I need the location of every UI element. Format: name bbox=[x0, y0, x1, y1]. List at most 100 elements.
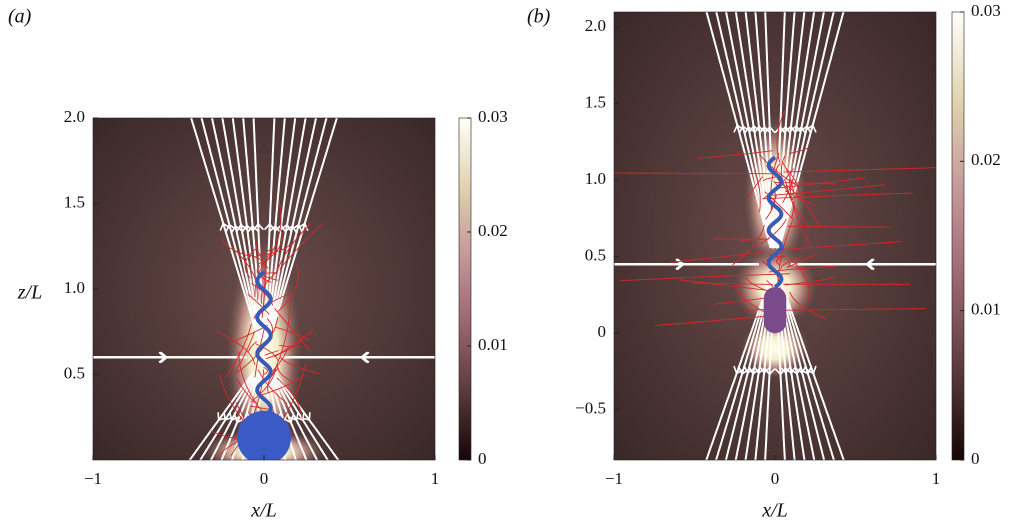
streamline-arrow bbox=[738, 366, 749, 376]
filament bbox=[276, 377, 303, 419]
streamline-arrow bbox=[733, 365, 744, 375]
filament bbox=[762, 192, 913, 200]
streamline-arrow bbox=[753, 366, 765, 375]
filament bbox=[762, 260, 767, 266]
filament bbox=[732, 224, 765, 266]
streamline-arrow bbox=[269, 224, 281, 233]
colorbar-tick-label: 0.01 bbox=[478, 335, 508, 354]
filament bbox=[231, 246, 259, 301]
filament bbox=[778, 177, 866, 189]
filament bbox=[255, 248, 274, 259]
filament bbox=[764, 191, 795, 221]
x-tick-label: 1 bbox=[431, 469, 440, 488]
filament bbox=[614, 172, 777, 175]
streamline-arrow bbox=[359, 351, 368, 364]
streamline-arrow bbox=[301, 412, 311, 422]
filament bbox=[267, 367, 279, 394]
flagellum bbox=[766, 155, 784, 289]
streamline-arrow bbox=[288, 412, 299, 422]
filament bbox=[247, 254, 262, 265]
streamline-arrow bbox=[738, 124, 750, 134]
filament bbox=[785, 167, 802, 197]
streamline-arrow bbox=[759, 125, 771, 134]
filament bbox=[776, 109, 786, 163]
filament bbox=[255, 238, 269, 269]
x-tick-label: −1 bbox=[84, 469, 102, 488]
streamline-arrow bbox=[779, 125, 791, 134]
filament bbox=[261, 374, 304, 396]
filament bbox=[236, 378, 256, 404]
filament bbox=[230, 369, 265, 456]
filament bbox=[734, 288, 767, 314]
x-tick-label: 0 bbox=[260, 469, 269, 488]
filament bbox=[260, 270, 279, 304]
filament bbox=[789, 147, 809, 155]
filament bbox=[244, 247, 258, 279]
filament bbox=[780, 256, 803, 270]
filament bbox=[784, 190, 815, 206]
streamline-arrow bbox=[231, 224, 243, 233]
filament bbox=[759, 154, 801, 188]
y-tick-label: 1.0 bbox=[64, 278, 85, 297]
colorbar-tick-label: 0.01 bbox=[971, 300, 1001, 319]
filament bbox=[247, 293, 270, 315]
streamline-arrow bbox=[784, 125, 796, 134]
colorbar-tick-label: 0.02 bbox=[971, 150, 1001, 169]
streamline-arrow bbox=[274, 223, 287, 233]
filament bbox=[789, 179, 812, 247]
streamline-arrow bbox=[774, 125, 786, 134]
streamline-arrow bbox=[790, 124, 802, 133]
cell-body bbox=[237, 410, 291, 460]
filament bbox=[265, 337, 304, 360]
x-axis-label: x/L bbox=[761, 500, 788, 522]
streamline-arrow bbox=[247, 224, 259, 233]
streamline-arrow bbox=[217, 412, 227, 422]
streamline-arrow bbox=[280, 223, 292, 232]
filament bbox=[781, 161, 795, 219]
filament bbox=[771, 184, 886, 196]
filament bbox=[777, 220, 793, 287]
filament bbox=[786, 253, 818, 268]
streamline-arrow bbox=[225, 223, 237, 233]
filament bbox=[277, 364, 295, 383]
streamline-arrow bbox=[743, 125, 755, 135]
streamline-arrow bbox=[229, 412, 240, 422]
filament bbox=[768, 265, 836, 273]
streamline-arrow bbox=[733, 124, 745, 133]
streamline-arrow bbox=[291, 223, 303, 233]
filament bbox=[273, 229, 283, 256]
colorbar-tick-label: 0 bbox=[971, 449, 980, 468]
filament bbox=[251, 282, 274, 306]
filament bbox=[776, 255, 786, 266]
colorbar bbox=[458, 117, 472, 461]
filament bbox=[740, 238, 770, 242]
filament bbox=[274, 329, 315, 358]
streamline-arrow bbox=[764, 125, 776, 134]
filament bbox=[277, 223, 312, 270]
y-tick-label: 1.0 bbox=[585, 169, 606, 188]
filament bbox=[224, 323, 252, 378]
filament bbox=[759, 218, 787, 245]
filament bbox=[279, 224, 322, 270]
streamline-arrow bbox=[759, 366, 771, 375]
colorbar bbox=[951, 11, 965, 461]
streamline-arrow bbox=[806, 365, 817, 375]
filament bbox=[786, 308, 926, 311]
filament bbox=[754, 169, 761, 212]
filament bbox=[217, 331, 256, 365]
filament bbox=[620, 273, 790, 282]
x-tick-label: 0 bbox=[771, 469, 780, 488]
y-tick-label: 1.5 bbox=[64, 192, 85, 211]
streamline-arrow bbox=[233, 414, 245, 424]
y-axis-label: z/L bbox=[17, 282, 42, 304]
colorbar-tick-label: 0.03 bbox=[971, 1, 1001, 20]
filament bbox=[222, 237, 252, 258]
streamline-arrow bbox=[785, 366, 797, 375]
colorbar-tick-label: 0.03 bbox=[478, 107, 508, 126]
streamline-arrow bbox=[236, 223, 248, 232]
filament bbox=[267, 241, 291, 255]
filament bbox=[789, 291, 826, 320]
y-tick-label: 0 bbox=[598, 322, 607, 341]
y-tick-label: −0.5 bbox=[575, 398, 606, 417]
